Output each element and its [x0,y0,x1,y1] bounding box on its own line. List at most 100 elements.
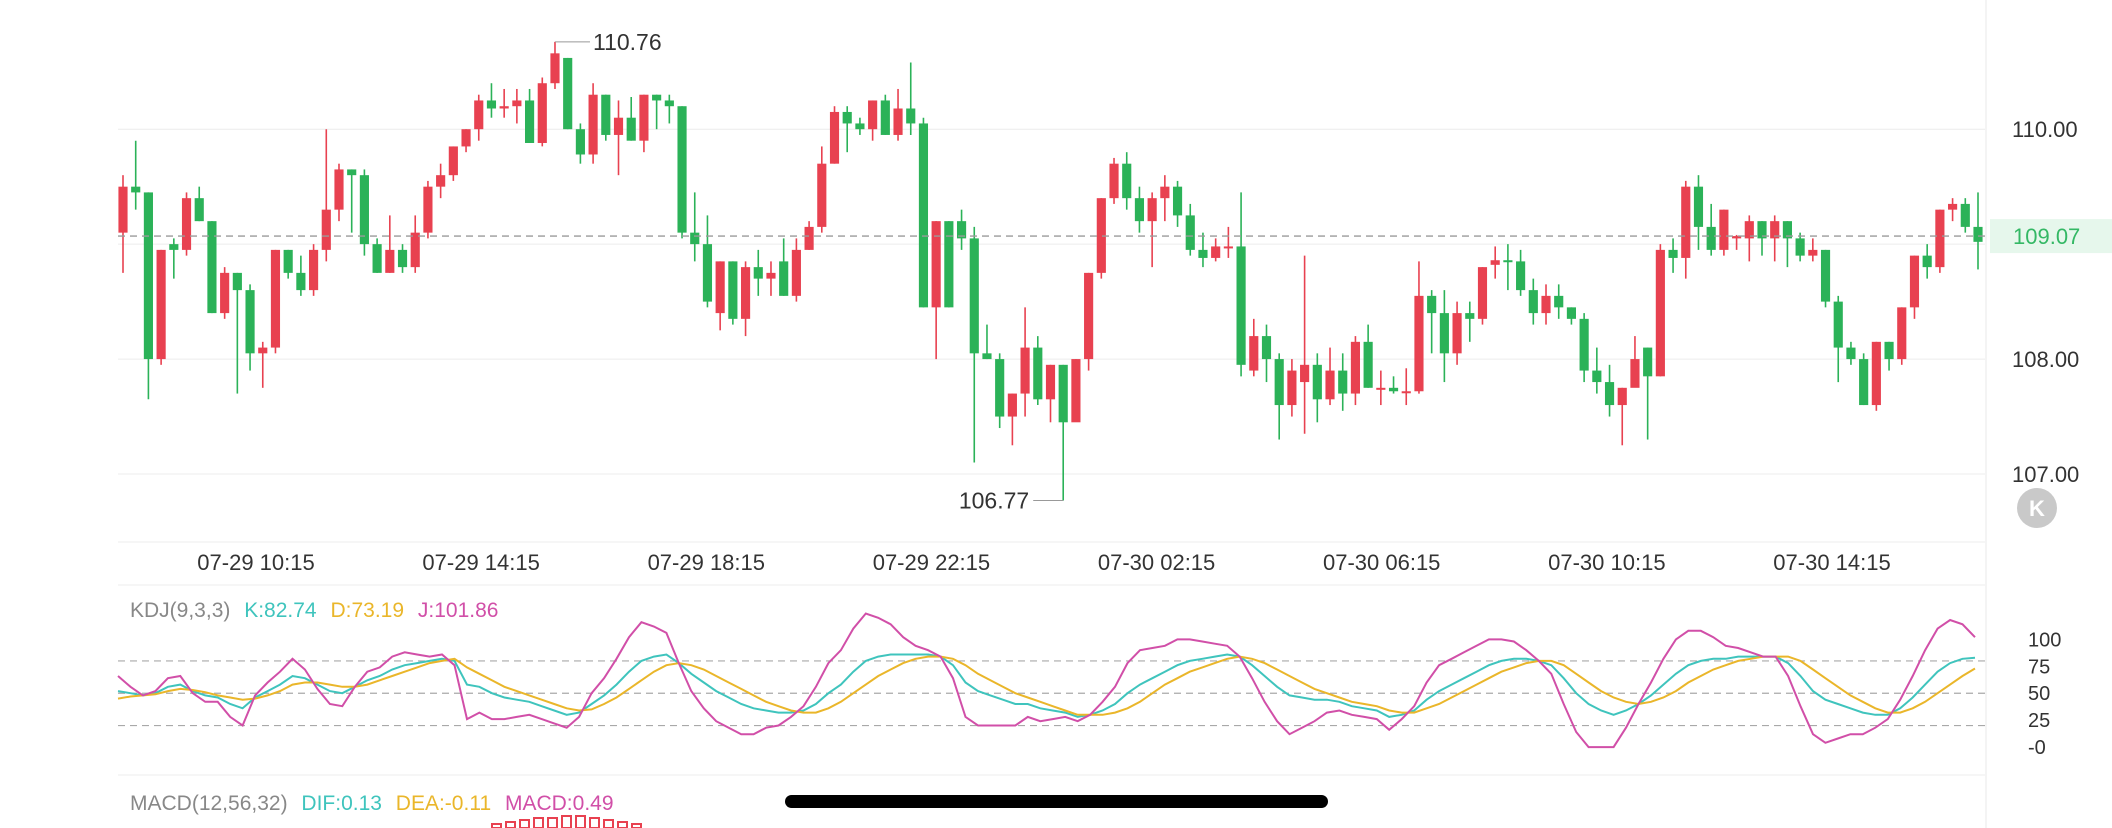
candle [753,249,763,296]
candle-body [1452,313,1462,354]
candle-body [334,169,344,210]
macd-title: MACD(12,56,32) DIF:0.13 DEA:-0.11 MACD:0… [130,792,614,815]
candle-body [1211,246,1221,258]
candle [652,94,662,130]
macd-macd-value: MACD:0.49 [505,792,614,815]
candle-body [829,111,840,164]
candle [1706,203,1716,256]
candle [1884,341,1894,371]
candle-body [169,244,179,250]
candle-body [1363,341,1373,388]
candle [880,94,890,135]
candle-body [639,94,649,141]
last-price-tag: 109.07 [1990,219,2112,254]
candle-body [436,175,446,187]
candle-body [1541,295,1551,314]
candle [207,221,217,314]
candle [1477,267,1488,325]
macd-bar [603,819,614,828]
candle [1134,186,1145,233]
candle [728,261,738,325]
candle-body [1490,260,1500,265]
candle-body [1668,249,1678,258]
candle [1820,249,1831,308]
kline-toggle-button[interactable]: K [2017,488,2057,528]
last-price-badge [1990,219,2112,254]
candle [1757,221,1767,256]
kdj-lines [117,612,1976,749]
candle [1452,301,1462,365]
candle [1465,301,1475,342]
macd-histogram [491,815,642,828]
candle [1160,175,1170,222]
time-axis: 07-29 10:15 07-29 14:15 07-29 18:15 07-29 2… [197,550,1890,575]
candle [931,221,941,360]
candle [1274,353,1284,440]
candle [868,100,878,141]
time-tick-label: 07-29 22:15 [873,550,990,575]
candle [1071,359,1081,423]
candle-body [1528,290,1538,314]
candlestick-series [118,41,1983,501]
candle-body [702,244,713,302]
candle [1325,347,1335,406]
candle-body [1401,391,1411,394]
candle [258,341,268,388]
candle-body [1922,255,1932,268]
candle-body [575,129,585,155]
home-indicator[interactable] [785,795,1328,808]
candle [1287,359,1297,417]
candle [1846,341,1856,365]
kdj-legend: KDJ(9,3,3) K:82.74 D:73.19 J:101.86 [130,599,498,622]
extreme-markers: 110.76 106.77 [554,29,1064,513]
candle [1490,246,1500,279]
candle-body [385,249,395,273]
min-marker-label: 106.77 [959,487,1029,513]
candle-body [1681,186,1691,258]
candle [1300,255,1310,434]
candle-body [347,169,357,176]
candle [855,117,865,135]
candle-body [1833,301,1843,348]
candle-body [1516,261,1526,291]
candle-body [181,198,192,250]
candle [1897,307,1907,365]
candle-body [410,232,420,268]
candle-body [1045,364,1056,400]
candle [296,255,306,296]
candle [588,83,598,164]
candle-body [1172,186,1183,216]
candle [1960,198,1970,233]
candle-body [321,209,331,250]
candle [1833,295,1843,383]
candle-body [1325,370,1335,400]
candle [1973,192,1983,270]
candle-body [588,94,598,155]
candle-body [690,232,700,245]
candle-body [1909,255,1920,308]
candle-body [118,186,128,233]
candle [1604,364,1615,417]
kline-button-circle[interactable] [2017,488,2057,528]
candle-body [1338,370,1348,394]
candle-body [791,249,801,296]
candle-body [1439,313,1449,354]
candle-body [1554,295,1564,308]
time-tick-label: 07-30 14:15 [1773,550,1890,575]
macd-bar [519,819,530,828]
candle-body [1236,246,1246,365]
candle [474,94,484,141]
max-marker-label: 110.76 [593,29,662,55]
candle-body [1020,347,1030,394]
candle [270,249,281,354]
macd-bar [491,823,502,828]
candle [194,186,204,222]
candle-body [855,123,865,130]
kdj-tick-label: 25 [2028,710,2050,732]
candle-body [448,146,458,176]
candle-body [995,359,1005,417]
candle-body [1300,364,1310,383]
candle-body [931,221,941,308]
